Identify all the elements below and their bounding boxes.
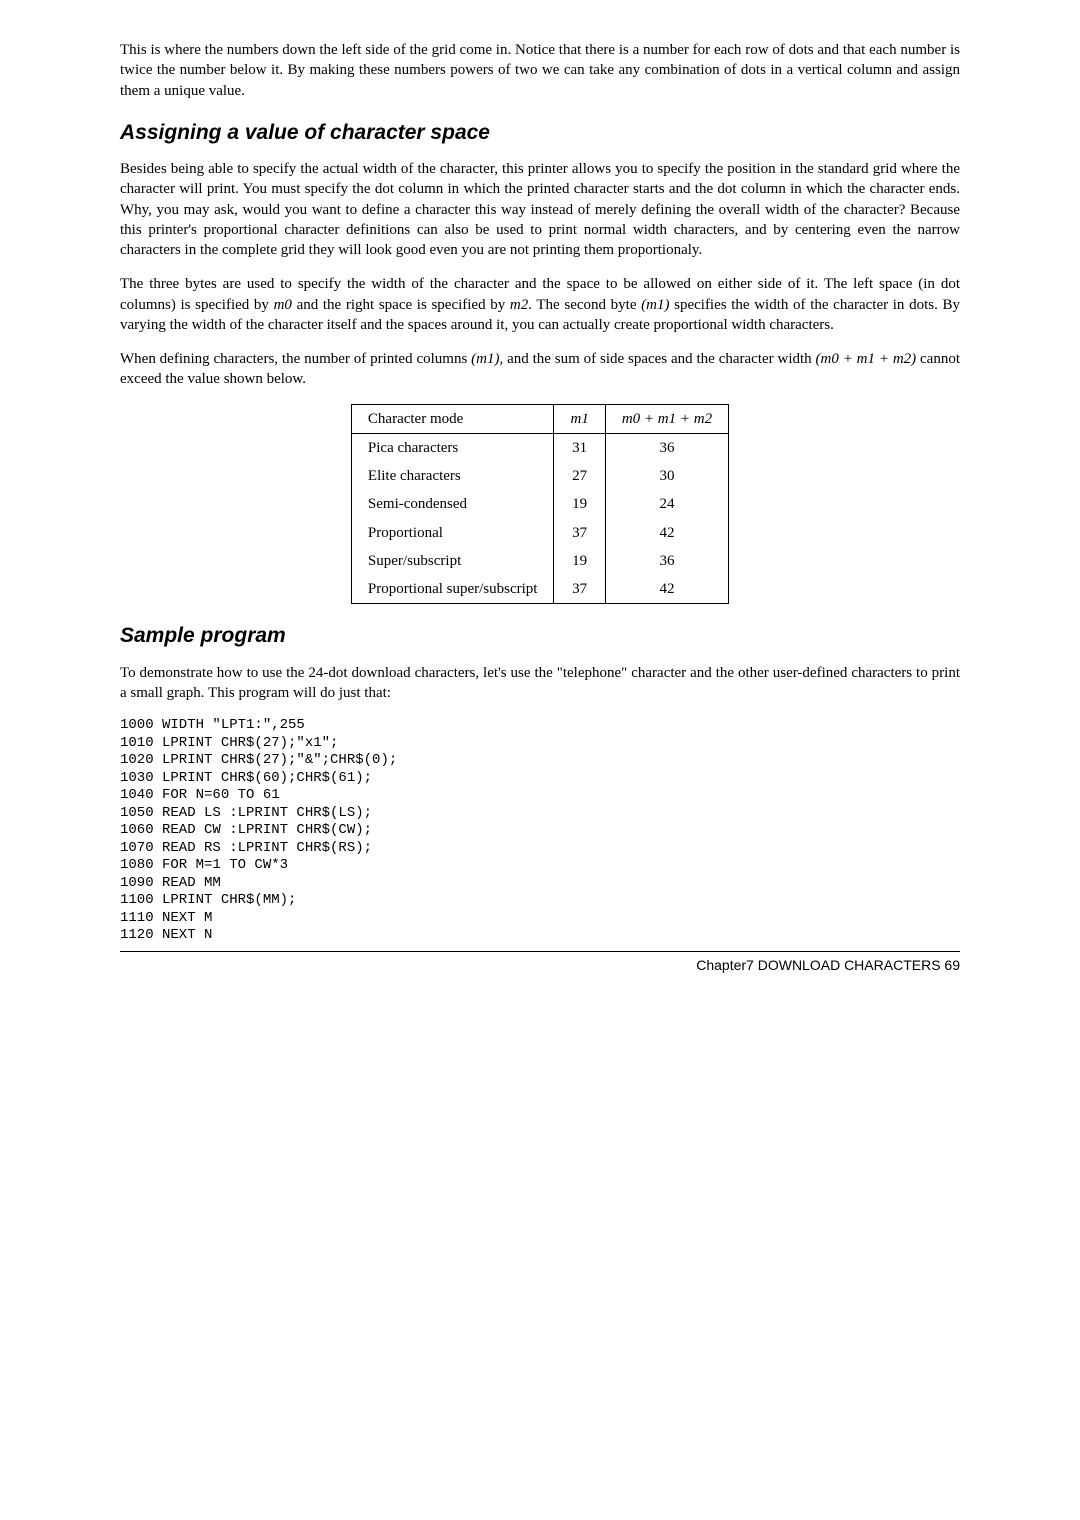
cell-sum: 42 — [605, 519, 728, 547]
cell-sum: 36 — [605, 547, 728, 575]
table-row: Pica characters 31 36 — [351, 433, 728, 462]
p3-seg-c: . The second byte — [528, 297, 641, 313]
heading-sample: Sample program — [120, 622, 960, 650]
table-head-row: Character mode m1 m0 + m1 + m2 — [351, 404, 728, 433]
cell-sum: 36 — [605, 433, 728, 462]
table-row: Elite characters 27 30 — [351, 462, 728, 490]
col-sum: m0 + m1 + m2 — [605, 404, 728, 433]
cell-m1: 31 — [554, 433, 605, 462]
col-mode: Character mode — [351, 404, 554, 433]
table-row: Semi-condensed 19 24 — [351, 490, 728, 518]
table-row: Super/subscript 19 36 — [351, 547, 728, 575]
para-sample: To demonstrate how to use the 24-dot dow… — [120, 663, 960, 704]
var-m1: (m1) — [641, 297, 669, 313]
table-row: Proportional super/subscript 37 42 — [351, 575, 728, 604]
cell-mode: Semi-condensed — [351, 490, 554, 518]
code-block: 1000 WIDTH "LPT1:",255 1010 LPRINT CHR$(… — [120, 717, 960, 945]
p3-seg-b: and the right space is specified by — [292, 297, 510, 313]
cell-m1: 37 — [554, 519, 605, 547]
table-row: Proportional 37 42 — [351, 519, 728, 547]
p4-seg-a: When defining characters, the number of … — [120, 351, 471, 367]
cell-mode: Proportional — [351, 519, 554, 547]
page-footer: Chapter7 DOWNLOAD CHARACTERS 69 — [120, 951, 960, 975]
var-sum: (m0 + m1 + m2) — [816, 351, 917, 367]
cell-m1: 27 — [554, 462, 605, 490]
intro-paragraph: This is where the numbers down the left … — [120, 40, 960, 101]
cell-sum: 24 — [605, 490, 728, 518]
cell-m1: 19 — [554, 490, 605, 518]
cell-mode: Proportional super/subscript — [351, 575, 554, 604]
cell-mode: Super/subscript — [351, 547, 554, 575]
var-m2: m2 — [510, 297, 528, 313]
para-assigning-3: When defining characters, the number of … — [120, 349, 960, 390]
cell-m1: 19 — [554, 547, 605, 575]
char-mode-table: Character mode m1 m0 + m1 + m2 Pica char… — [351, 404, 729, 605]
cell-mode: Elite characters — [351, 462, 554, 490]
cell-sum: 42 — [605, 575, 728, 604]
para-assigning-2: The three bytes are used to specify the … — [120, 274, 960, 335]
para-assigning-1: Besides being able to specify the actual… — [120, 159, 960, 260]
var-m1-2: (m1) — [471, 351, 499, 367]
cell-mode: Pica characters — [351, 433, 554, 462]
p4-seg-b: , and the sum of side spaces and the cha… — [499, 351, 815, 367]
cell-m1: 37 — [554, 575, 605, 604]
heading-assigning: Assigning a value of character space — [120, 119, 960, 147]
col-m1: m1 — [554, 404, 605, 433]
cell-sum: 30 — [605, 462, 728, 490]
var-m0: m0 — [274, 297, 292, 313]
